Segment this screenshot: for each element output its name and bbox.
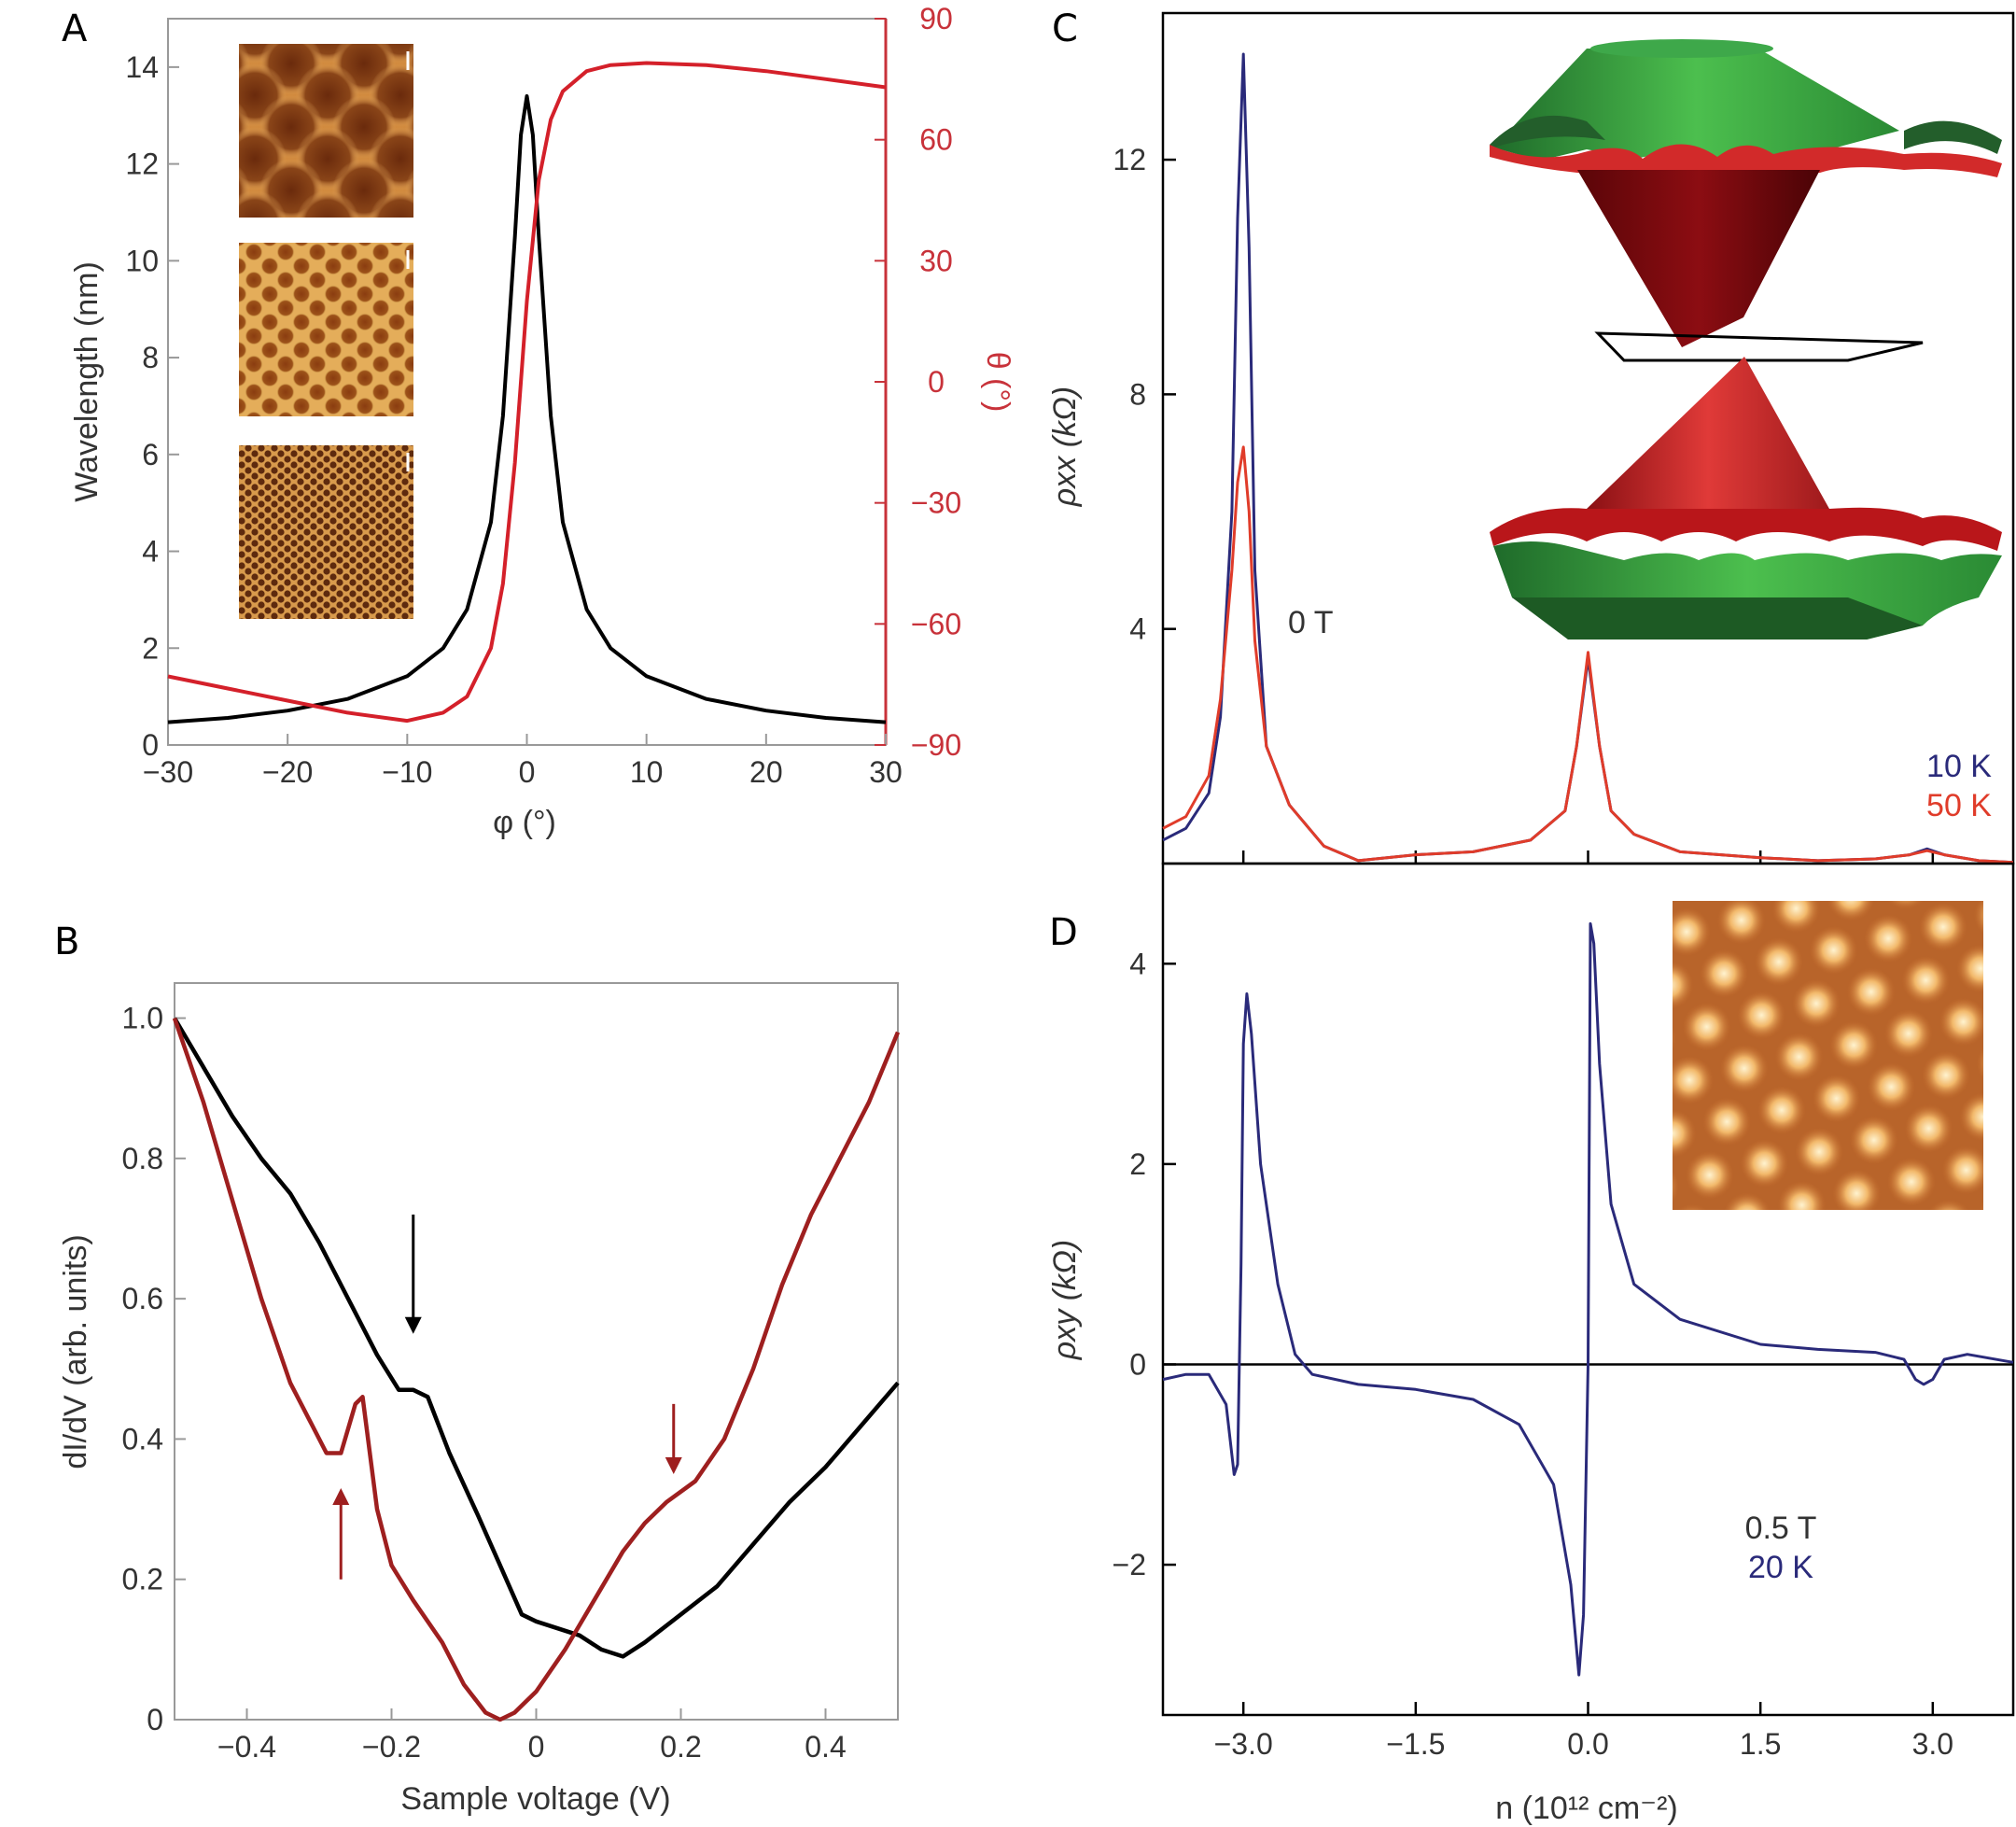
b-ytick-label: 1.0 bbox=[122, 1002, 163, 1035]
panel-label-d: D bbox=[1049, 911, 1078, 954]
d-ytick-label: −2 bbox=[1113, 1548, 1146, 1581]
panel-c: 4 8 12 0 T 10 K 50 K ρxx (kΩ) bbox=[1047, 11, 2015, 865]
a-y2tick-label: 0 bbox=[928, 365, 945, 399]
d-xtick-label: −3.0 bbox=[1214, 1727, 1273, 1761]
panel-a: −30 −20 −10 0 10 20 3002468101214−90−60−300306… bbox=[69, 2, 1015, 840]
panel-d-ylabel: ρxy (kΩ) bbox=[1047, 1240, 1083, 1360]
a-ytick-label: 4 bbox=[142, 535, 159, 569]
d-xtick-label: 0.0 bbox=[1567, 1727, 1608, 1761]
a-theta-curve bbox=[167, 61, 887, 724]
b-xtick-label: 0.2 bbox=[660, 1730, 701, 1764]
panel-d-marks: −3.0 −1.5 0.0 1.5 3.0 −2 0 2 4 bbox=[1113, 921, 2014, 1761]
a-y2tick-label: −60 bbox=[911, 607, 961, 640]
stm-lattice-image bbox=[1673, 901, 1983, 1210]
b-xtick-label: −0.2 bbox=[362, 1730, 421, 1764]
panel-d-annotation-field: 0.5 T bbox=[1745, 1511, 1817, 1546]
panel-a-insets bbox=[239, 44, 413, 619]
a-xtick-label: −30 bbox=[143, 755, 193, 789]
a-ytick-label: 6 bbox=[142, 438, 159, 471]
upper-green-band bbox=[1493, 49, 1899, 161]
b-ytick-label: 0 bbox=[147, 1703, 163, 1736]
b-ytick-label: 0.2 bbox=[122, 1563, 163, 1596]
upper-green-wing-right bbox=[1904, 120, 2002, 154]
lower-red-rim bbox=[1490, 507, 2002, 551]
a-xtick-label: −10 bbox=[382, 755, 432, 789]
panel-c-marks: 4 8 12 bbox=[1113, 52, 2014, 864]
a-y2tick-label: 30 bbox=[919, 244, 953, 277]
brillouin-zone-hexagon bbox=[1594, 331, 1924, 362]
b-arrow-head bbox=[404, 1316, 422, 1334]
d-xtick-label: 1.5 bbox=[1740, 1727, 1781, 1761]
panel-d-annotation-temp: 20 K bbox=[1748, 1550, 1813, 1585]
a-y2tick-label: −90 bbox=[911, 728, 961, 762]
legend-50k: 50 K bbox=[1926, 788, 1992, 823]
inset-moire-small bbox=[239, 445, 413, 619]
b-red-spectrum bbox=[172, 1017, 901, 1722]
panel-b-frame bbox=[174, 982, 899, 1721]
panel-label-a: A bbox=[62, 7, 88, 50]
inset-moire-medium bbox=[239, 243, 413, 416]
inset-moire-large bbox=[239, 44, 413, 218]
panel-label-b: B bbox=[54, 921, 79, 963]
upper-cone bbox=[1577, 170, 1820, 347]
d-ytick-label: 4 bbox=[1129, 947, 1146, 980]
b-xtick-label: 0.4 bbox=[805, 1730, 846, 1764]
panel-b-marks: −0.4 −0.2 0 0.2 0.4 0 0.2 0.4 0.6 0.8 1.0 bbox=[122, 1002, 901, 1764]
c-ytick-label: 8 bbox=[1129, 377, 1146, 411]
d-ytick-label: 0 bbox=[1129, 1347, 1146, 1381]
a-y2tick-label: 90 bbox=[919, 2, 953, 35]
a-y2tick-label: 60 bbox=[919, 123, 953, 157]
panel-c-annotation: 0 T bbox=[1288, 605, 1334, 640]
panel-c-ylabel: ρxx (kΩ) bbox=[1047, 386, 1083, 507]
d-ytick-label: 2 bbox=[1129, 1147, 1146, 1181]
upper-band-top bbox=[1590, 39, 1773, 58]
c-ytick-label: 4 bbox=[1129, 612, 1146, 646]
panel-d: −3.0 −1.5 0.0 1.5 3.0 −2 0 2 4 0.5 T 20 K n (10¹… bbox=[1047, 862, 2015, 1826]
b-ytick-label: 0.6 bbox=[122, 1282, 163, 1315]
panel-a-marks: −30 −20 −10 0 10 20 3002468101214−90−60−300306… bbox=[125, 2, 961, 789]
b-ytick-label: 0.4 bbox=[122, 1422, 163, 1455]
a-y2tick-label: −30 bbox=[911, 486, 961, 520]
a-xtick-label: 20 bbox=[749, 755, 783, 789]
b-arrow-head bbox=[665, 1457, 682, 1474]
b-arrow-head bbox=[332, 1488, 350, 1506]
legend-10k: 10 K bbox=[1926, 749, 1992, 784]
a-xtick-label: 10 bbox=[630, 755, 664, 789]
b-ytick-label: 0.8 bbox=[122, 1142, 163, 1175]
panel-a-ylabel: Wavelength (nm) bbox=[69, 261, 105, 502]
panel-d-xlabel: n (10¹² cm⁻²) bbox=[1495, 1791, 1678, 1826]
a-xtick-label: −20 bbox=[262, 755, 313, 789]
panel-label-c: C bbox=[1052, 7, 1078, 50]
c-rho-xx-50k bbox=[1162, 445, 2014, 864]
c-ytick-label: 12 bbox=[1113, 143, 1146, 176]
a-xtick-label: 0 bbox=[519, 755, 536, 789]
d-rho-xy-curve bbox=[1162, 921, 2014, 1677]
b-xtick-label: 0 bbox=[528, 1730, 545, 1764]
b-xtick-label: −0.4 bbox=[217, 1730, 276, 1764]
lower-cone bbox=[1587, 357, 1829, 509]
d-xtick-label: −1.5 bbox=[1386, 1727, 1445, 1761]
b-black-spectrum bbox=[173, 1017, 900, 1659]
panel-b-ylabel: dI/dV (arb. units) bbox=[58, 1234, 93, 1469]
d-xtick-label: 3.0 bbox=[1912, 1727, 1953, 1761]
a-ytick-label: 12 bbox=[125, 148, 159, 181]
upper-red-rim bbox=[1490, 144, 2002, 177]
band-structure-inset bbox=[1490, 39, 2002, 639]
a-ytick-label: 0 bbox=[142, 728, 159, 762]
a-wavelength-curve bbox=[167, 94, 887, 724]
upper-green-wing-left bbox=[1490, 115, 1605, 148]
panel-b-xlabel: Sample voltage (V) bbox=[400, 1781, 670, 1817]
panel-a-y2label: θ (°) bbox=[980, 352, 1015, 413]
lower-green-shadow bbox=[1512, 597, 1923, 639]
a-ytick-label: 2 bbox=[142, 631, 159, 665]
a-ytick-label: 10 bbox=[125, 244, 159, 277]
a-ytick-label: 14 bbox=[125, 50, 159, 84]
panel-b: −0.4 −0.2 0 0.2 0.4 0 0.2 0.4 0.6 0.8 1.0 Sample v… bbox=[58, 982, 901, 1817]
a-ytick-label: 8 bbox=[142, 341, 159, 374]
panel-a-xlabel: φ (°) bbox=[493, 805, 556, 840]
a-xtick-label: 30 bbox=[869, 755, 903, 789]
